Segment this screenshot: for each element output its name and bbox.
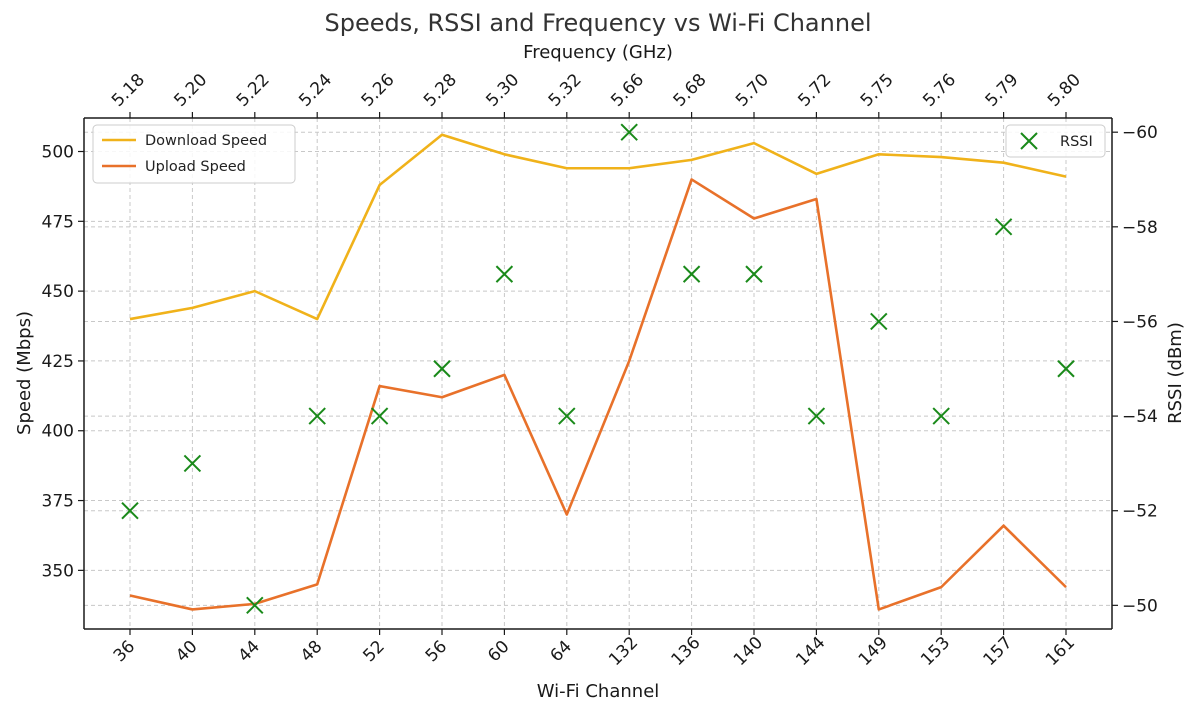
top-tick-label: 5.75 xyxy=(857,70,898,111)
rssi-point xyxy=(745,265,763,283)
top-tick-label: 5.18 xyxy=(108,70,149,111)
y-tick-label: 400 xyxy=(42,422,74,442)
top-axis-title: Frequency (GHz) xyxy=(523,42,673,63)
x-tick-label: 144 xyxy=(792,633,829,670)
rssi-marker-stroke xyxy=(495,265,514,283)
rssi-marker-stroke xyxy=(433,360,451,378)
x-tick-label: 56 xyxy=(422,637,451,666)
y-axis-title: Speed (Mbps) xyxy=(14,311,35,435)
rssi-point xyxy=(495,265,514,283)
x-tick-label: 161 xyxy=(1042,633,1079,670)
legend-marker xyxy=(1020,132,1038,150)
rssi-marker-stroke xyxy=(1057,360,1075,378)
x-tick-label: 136 xyxy=(668,633,705,670)
y-tick-label: 450 xyxy=(42,282,74,302)
rssi-point xyxy=(433,360,451,378)
top-tick-label: 5.80 xyxy=(1044,70,1085,111)
series-line-upload-speed xyxy=(129,178,1067,611)
top-tick-label: 5.28 xyxy=(420,70,461,111)
top-tick-label: 5.79 xyxy=(982,70,1023,111)
rssi-marker-stroke xyxy=(183,454,202,473)
top-tick-label: 5.22 xyxy=(233,70,274,111)
rssi-point xyxy=(932,407,950,425)
rssi-point xyxy=(620,123,638,141)
top-tick-label: 5.20 xyxy=(170,70,211,111)
legend-left-box xyxy=(92,124,296,184)
y2-axis-title: RSSI (dBm) xyxy=(1165,322,1186,424)
rssi-marker-stroke xyxy=(994,218,1013,236)
x-tick-label: 60 xyxy=(484,637,513,666)
rssi-point xyxy=(370,407,389,425)
y-tick-label: 350 xyxy=(42,561,74,581)
legend-label: Upload Speed xyxy=(145,159,246,175)
labels: Speeds, RSSI and Frequency vs Wi-Fi Chan… xyxy=(14,9,1186,702)
rssi-point xyxy=(994,218,1013,236)
x-tick-label: 52 xyxy=(359,637,388,666)
grid xyxy=(84,118,1112,629)
top-tick-label: 5.70 xyxy=(732,70,773,111)
rssi-point xyxy=(1057,360,1075,378)
top-tick-label: 5.72 xyxy=(794,70,835,111)
rssi-point xyxy=(308,407,326,425)
rssi-marker-stroke xyxy=(558,407,576,425)
top-tick-label: 5.66 xyxy=(607,70,648,111)
x-tick-label: 36 xyxy=(110,637,139,666)
x-tick-label: 149 xyxy=(855,633,892,670)
series-line-download-speed xyxy=(129,133,1067,321)
rssi-point xyxy=(246,596,264,615)
rssi-marker-stroke xyxy=(370,407,389,425)
rssi-marker-stroke xyxy=(932,407,950,425)
rssi-marker-stroke xyxy=(682,265,701,283)
legend-label: Download Speed xyxy=(145,133,267,149)
rssi-point xyxy=(121,502,139,520)
legend-right: RSSI xyxy=(1005,124,1106,158)
rssi-marker-stroke xyxy=(246,596,264,615)
rssi-point xyxy=(558,407,576,425)
chart-title: Speeds, RSSI and Frequency vs Wi-Fi Chan… xyxy=(325,9,872,37)
rssi-marker-stroke xyxy=(870,312,888,331)
y2-tick-label: −54 xyxy=(1122,407,1158,427)
rssi-marker-stroke xyxy=(745,265,763,283)
series-layer xyxy=(121,123,1075,615)
x-tick-label: 64 xyxy=(547,637,576,666)
top-tick-label: 5.26 xyxy=(358,70,399,111)
rssi-point xyxy=(682,265,701,283)
rssi-marker-stroke xyxy=(620,123,638,141)
y2-tick-label: −60 xyxy=(1122,123,1158,143)
top-tick-label: 5.76 xyxy=(919,70,960,111)
rssi-marker-stroke xyxy=(121,502,139,520)
x-tick-label: 132 xyxy=(605,633,642,670)
x-tick-label: 157 xyxy=(980,633,1017,670)
legend-left: Download Speed Upload Speed xyxy=(92,124,296,184)
y-tick-label: 500 xyxy=(42,143,74,163)
rssi-point xyxy=(870,312,888,331)
x-tick-label: 44 xyxy=(235,637,264,666)
y2-tick-label: −52 xyxy=(1122,502,1158,522)
rssi-marker-stroke xyxy=(807,407,826,425)
rssi-point xyxy=(183,454,202,473)
y-tick-label: 375 xyxy=(42,492,74,512)
y2-tick-label: −56 xyxy=(1122,312,1158,332)
legend-label: RSSI xyxy=(1060,134,1093,150)
top-tick-label: 5.24 xyxy=(295,70,336,111)
y-tick-label: 475 xyxy=(42,212,74,232)
top-tick-label: 5.32 xyxy=(545,70,586,111)
x-tick-label: 40 xyxy=(172,637,201,666)
rssi-marker-stroke xyxy=(308,407,326,425)
x-tick-label: 140 xyxy=(730,633,767,670)
legend-right-box xyxy=(1005,124,1106,158)
top-tick-label: 5.30 xyxy=(482,70,523,111)
y2-tick-label: −50 xyxy=(1122,596,1158,616)
y2-tick-label: −58 xyxy=(1122,218,1158,238)
x-axis-title: Wi-Fi Channel xyxy=(537,681,660,702)
rssi-point xyxy=(807,407,826,425)
x-tick-label: 48 xyxy=(297,637,326,666)
y-tick-label: 425 xyxy=(42,352,74,372)
legends: Download Speed Upload Speed RSSI xyxy=(92,124,1106,184)
top-tick-label: 5.68 xyxy=(670,70,711,111)
x-tick-label: 153 xyxy=(917,633,954,670)
